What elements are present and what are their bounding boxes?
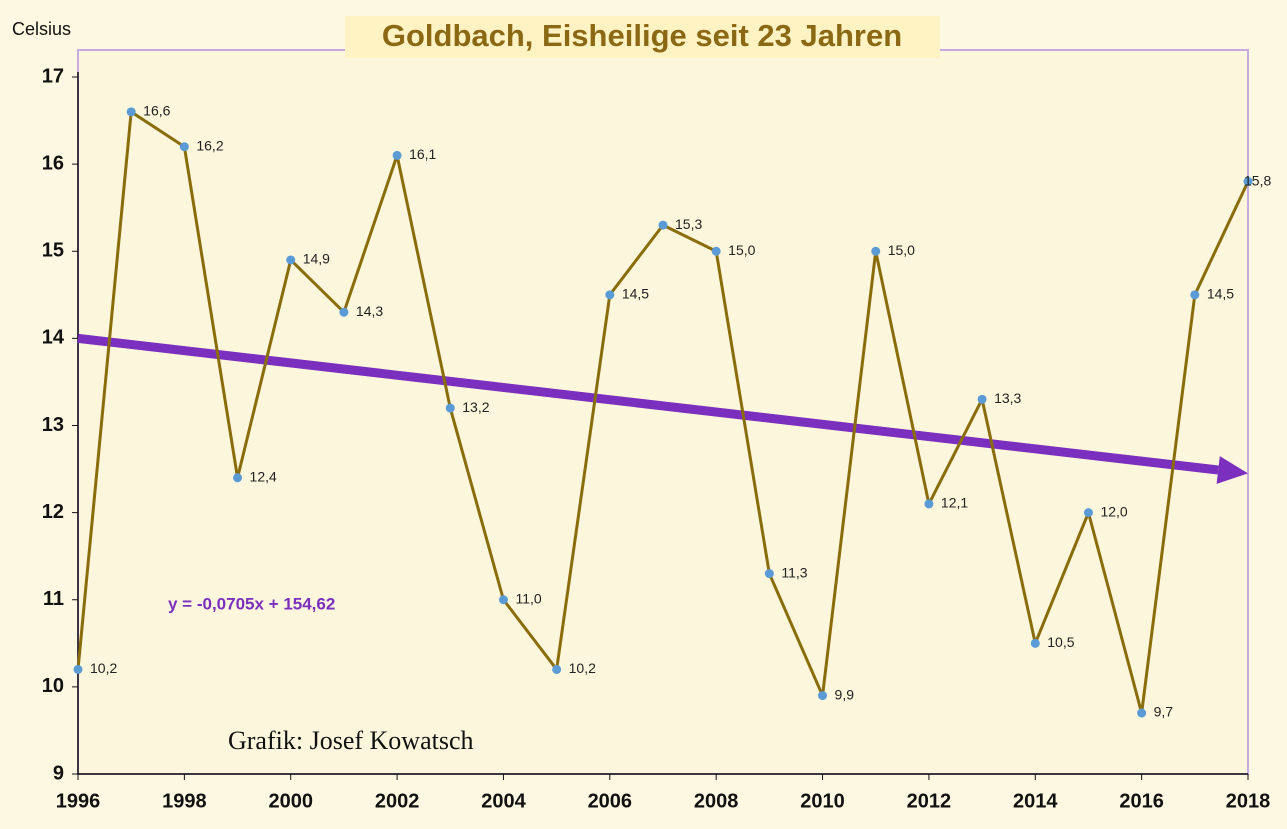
x-tick-label: 2004 [481, 790, 526, 812]
data-point [498, 595, 508, 605]
data-point [818, 691, 828, 701]
y-tick-label: 12 [42, 501, 64, 523]
data-label: 10,5 [1047, 634, 1074, 650]
x-tick-label: 2000 [268, 790, 313, 812]
x-tick-label: 2012 [907, 790, 952, 812]
y-tick-label: 9 [53, 762, 64, 784]
data-point [658, 220, 668, 230]
data-point [1137, 708, 1147, 718]
y-axis-label: Celsius [12, 19, 71, 39]
data-point [392, 150, 402, 160]
x-tick-label: 1998 [162, 790, 207, 812]
x-tick-label: 2016 [1119, 790, 1164, 812]
data-label: 14,9 [303, 251, 330, 267]
data-label: 9,9 [835, 686, 855, 702]
data-label: 10,2 [569, 660, 596, 676]
data-label: 10,2 [90, 660, 117, 676]
data-point [924, 499, 934, 509]
data-label: 16,2 [196, 137, 223, 153]
y-tick-label: 15 [42, 240, 64, 262]
data-label: 12,4 [250, 468, 277, 484]
data-label: 9,7 [1154, 704, 1174, 720]
data-label: 15,8 [1244, 172, 1271, 188]
data-point [711, 246, 721, 256]
x-tick-label: 2002 [375, 790, 420, 812]
data-point [605, 290, 615, 300]
data-label: 16,6 [143, 103, 170, 119]
data-label: 15,0 [728, 242, 755, 258]
trend-arrowhead [1216, 456, 1248, 484]
data-point [445, 403, 455, 413]
data-label: 16,1 [409, 146, 436, 162]
data-point [233, 473, 243, 483]
data-label: 14,5 [622, 286, 649, 302]
y-tick-label: 10 [42, 675, 64, 697]
chart-title: Goldbach, Eisheilige seit 23 Jahren [382, 18, 902, 53]
data-point [552, 664, 562, 674]
data-point [126, 107, 136, 117]
data-label: 12,0 [1100, 503, 1127, 519]
data-point [1083, 508, 1093, 518]
data-point [179, 142, 189, 152]
data-point [339, 307, 349, 317]
data-label: 15,3 [675, 216, 702, 232]
y-tick-label: 11 [43, 588, 64, 610]
data-label: 14,5 [1207, 286, 1234, 302]
x-tick-label: 2006 [588, 790, 633, 812]
y-tick-label: 16 [42, 152, 64, 174]
data-label: 14,3 [356, 303, 383, 319]
data-label: 13,2 [462, 399, 489, 415]
data-point [73, 664, 83, 674]
y-tick-label: 13 [42, 414, 64, 436]
data-point [764, 569, 774, 579]
title-box [345, 16, 940, 58]
data-point [871, 246, 881, 256]
trend-equation: y = -0,0705x + 154,62 [168, 594, 335, 613]
data-label: 13,3 [994, 390, 1021, 406]
data-label: 12,1 [941, 495, 968, 511]
plot-area [77, 49, 1249, 775]
annotation: Grafik: Josef Kowatsch [228, 726, 474, 755]
x-tick-label: 2008 [694, 790, 739, 812]
data-label: 11,0 [515, 590, 541, 606]
x-tick-label: 1996 [56, 790, 101, 812]
data-point [1190, 290, 1200, 300]
x-tick-label: 2018 [1226, 790, 1271, 812]
data-label: 15,0 [888, 242, 915, 258]
x-tick-label: 2014 [1013, 790, 1058, 812]
data-point [1243, 177, 1253, 187]
data-point [286, 255, 296, 265]
trendline [77, 333, 1219, 475]
data-point [977, 394, 987, 404]
x-tick-label: 2010 [800, 790, 845, 812]
data-label: 11,3 [781, 564, 807, 580]
y-tick-label: 14 [42, 327, 65, 349]
data-point [1030, 638, 1040, 648]
y-tick-label: 17 [42, 65, 64, 87]
